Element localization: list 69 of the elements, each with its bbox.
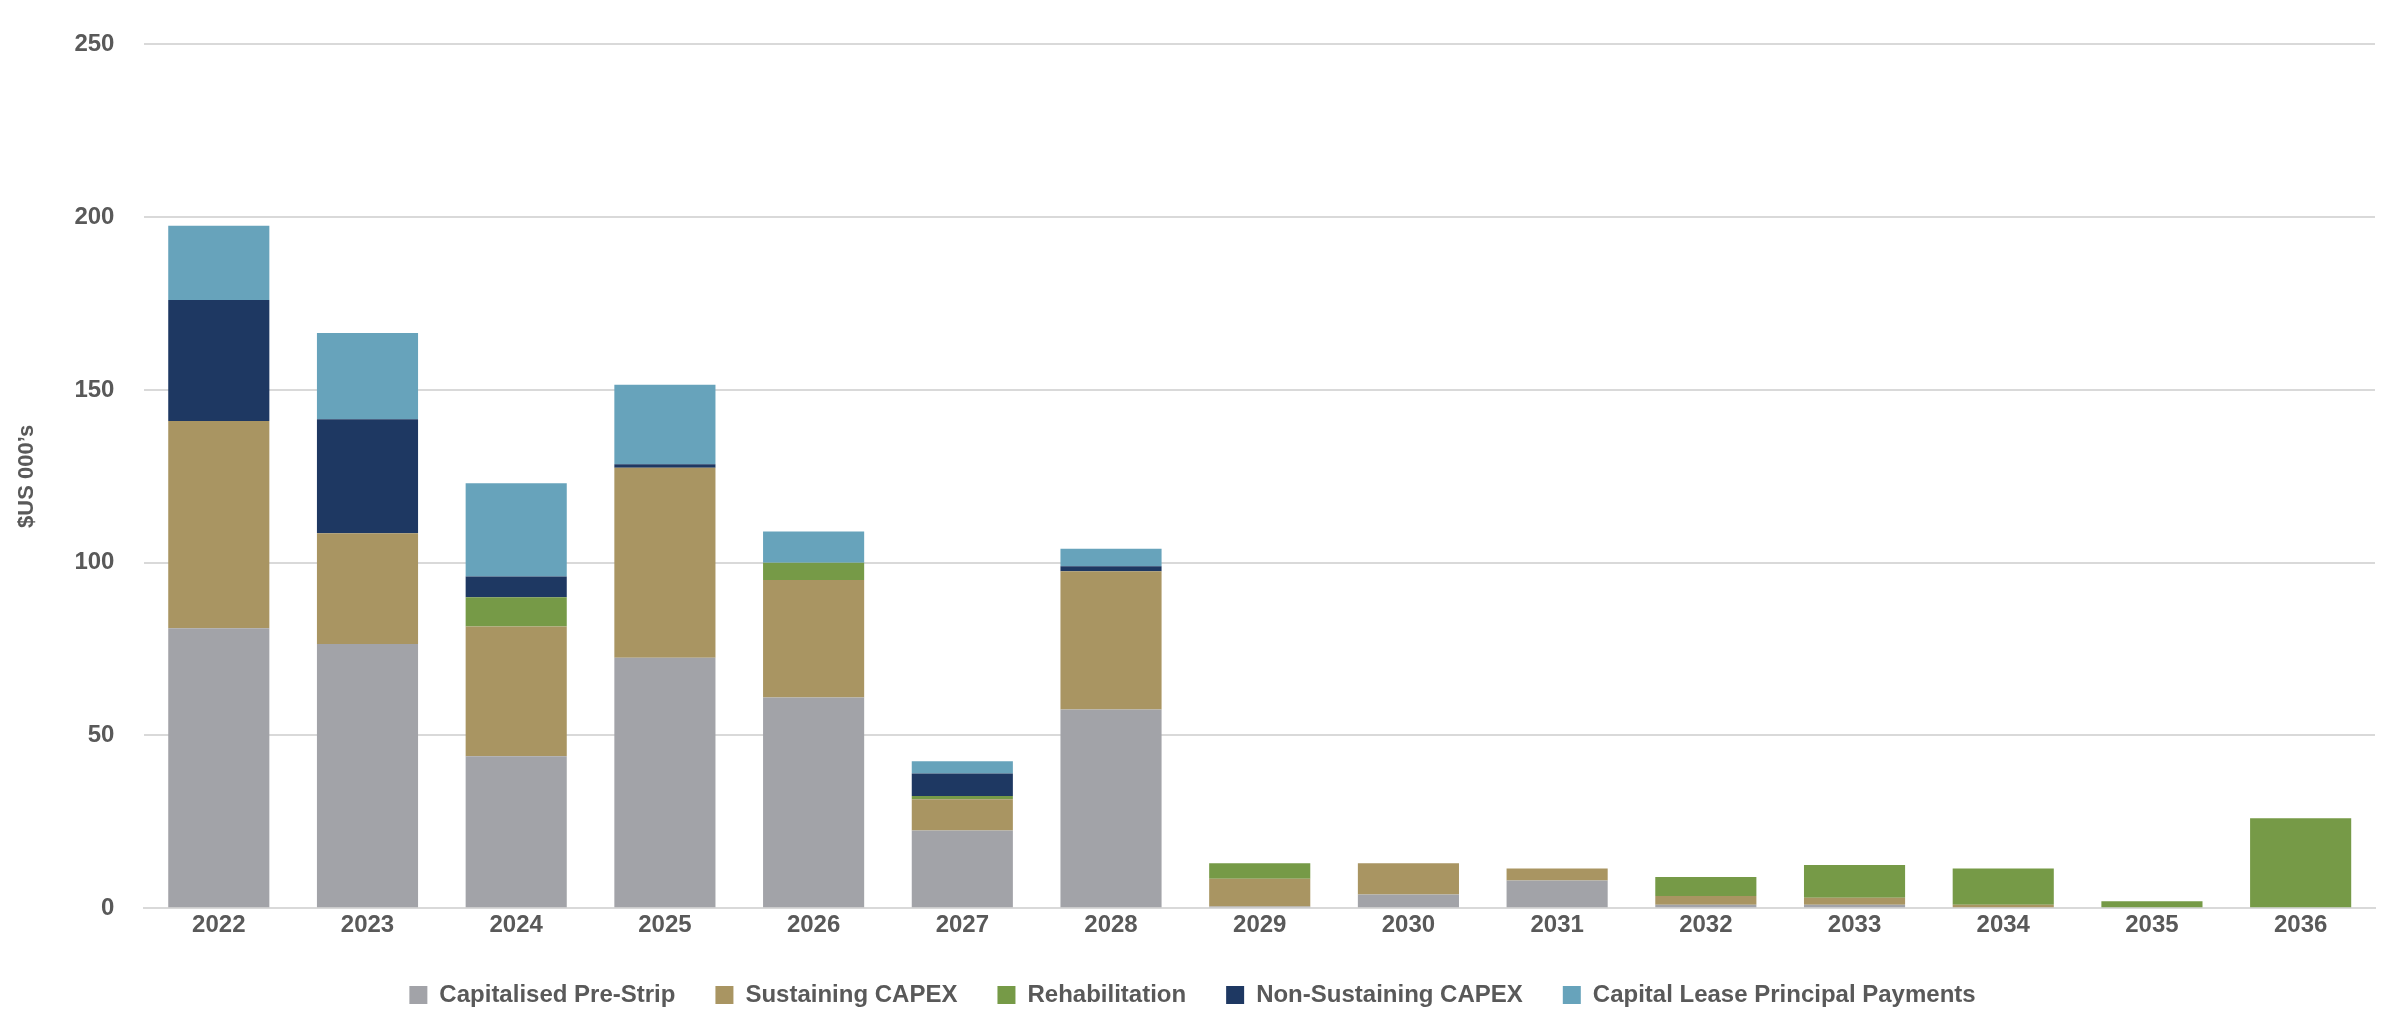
bar [316,419,419,534]
y-tick-label: 200 [74,201,115,229]
bar [1060,566,1162,572]
bar [465,626,567,757]
x-tick-label: 2026 [786,910,841,938]
y-tick-label: 150 [74,374,115,402]
x-tick-label: 2035 [2125,910,2179,938]
bar [1357,863,1459,895]
bar [465,576,567,598]
bar [911,799,1013,831]
bar [465,483,567,577]
bar [614,464,716,468]
y-tick-label: 250 [74,29,115,57]
bar [2250,818,2352,908]
bar [1209,878,1311,907]
bar [1357,894,1459,908]
legend-label: Rehabilitation [1027,979,1187,1007]
y-tick-label: 50 [87,720,115,748]
bar [465,597,567,627]
bar [1506,868,1608,881]
x-tick-label: 2025 [638,910,692,938]
x-tick-label: 2024 [489,910,544,938]
bar [614,467,716,658]
bar [614,657,716,908]
bar [911,830,1013,908]
x-tick-label: 2028 [1084,910,1138,938]
bar [1060,548,1162,567]
bar [1209,863,1311,879]
bar [465,756,567,908]
y-axis-title: $US 000’s [13,424,39,528]
bar [168,628,270,908]
bar [1060,571,1162,710]
x-tick-label: 2032 [1679,910,1733,938]
x-tick-label: 2030 [1381,910,1436,938]
bar [1506,880,1608,908]
legend-label: Capital Lease Principal Payments [1592,979,1976,1007]
bar [168,300,270,422]
bar [2101,901,2203,908]
x-tick-label: 2022 [192,910,246,938]
x-tick-label: 2023 [340,910,395,938]
bar [168,421,270,629]
legend-label: Sustaining CAPEX [745,979,958,1007]
bar [316,533,419,644]
y-tick-label: 0 [101,892,115,920]
bar [1803,897,1906,905]
x-tick-label: 2031 [1530,910,1584,938]
bar [763,531,865,563]
bar [911,773,1013,796]
legend-label: Capitalised Pre-Strip [439,979,676,1007]
bar [1655,896,1757,905]
bar [316,332,419,420]
bar [168,225,270,301]
bar [763,579,865,698]
bar [614,384,716,465]
bar [763,562,865,580]
x-tick-label: 2027 [935,910,990,938]
x-tick-label: 2033 [1827,910,1882,938]
x-tick-label: 2034 [1976,910,2031,938]
bar [1803,865,1906,898]
bar [1655,877,1757,897]
y-tick-label: 100 [74,547,115,575]
bar [1952,868,2054,905]
bar [911,761,1013,774]
bar [316,643,419,908]
x-tick-label: 2036 [2273,910,2328,938]
x-tick-label: 2029 [1233,910,1287,938]
bar [763,697,865,908]
bar [1060,709,1162,908]
legend-label: Non-Sustaining CAPEX [1256,979,1523,1007]
